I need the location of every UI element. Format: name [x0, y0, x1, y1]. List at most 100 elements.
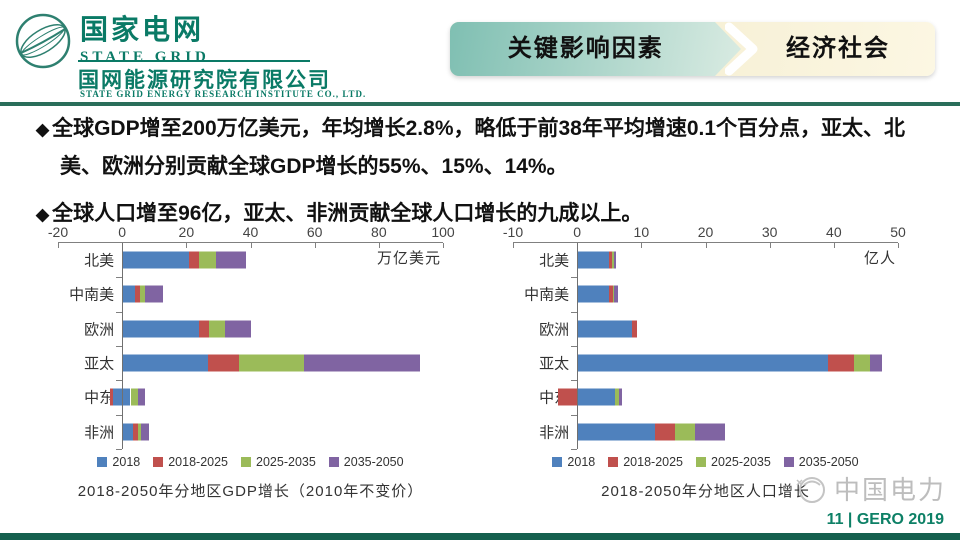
axis-unit-label: 亿人 — [863, 250, 896, 267]
watermark-text: 中国电力 — [833, 475, 946, 505]
bar-segment — [122, 423, 134, 441]
bar-segment — [141, 423, 150, 441]
bar-segment — [557, 388, 578, 406]
legend-item: 2025-2035 — [241, 455, 316, 469]
axis-tick-label: 20 — [178, 224, 195, 240]
category-label: 非洲 — [84, 424, 115, 442]
chevron-right-icon — [725, 22, 758, 76]
banner-left-segment — [450, 22, 741, 76]
axis-tick-mark — [705, 243, 707, 248]
category-tick-mark — [571, 311, 578, 313]
brand-divider — [78, 60, 310, 62]
bar-segment — [615, 388, 619, 406]
axis-tick-label: 100 — [431, 224, 455, 240]
legend-label: 2018 — [112, 455, 141, 469]
category-label: 欧洲 — [539, 321, 570, 339]
legend-label: 2025-2035 — [256, 455, 316, 469]
bar-segment — [577, 285, 609, 303]
bar-segment — [215, 251, 247, 269]
bar-segment — [654, 423, 675, 441]
bullet-text: 全球人口增至96亿，亚太、非洲贡献全球人口增长的九成以上。 — [52, 202, 643, 226]
chart-title: 2018-2050年分地区GDP增长（2010年不变价） — [77, 483, 424, 500]
bar-segment — [188, 251, 199, 269]
bar-segment — [870, 354, 882, 372]
category-tick-mark — [571, 380, 578, 382]
chart-row: 非洲 — [513, 415, 898, 449]
legend-swatch — [608, 457, 619, 467]
bar-segment — [614, 285, 618, 303]
legend-label: 2035-2050 — [798, 455, 859, 469]
state-grid-logo-icon — [14, 12, 72, 75]
category-label: 北美 — [84, 252, 115, 270]
legend-swatch — [328, 457, 339, 467]
legend-label: 2018-2025 — [168, 455, 229, 469]
category-label: 欧洲 — [84, 321, 115, 339]
bullet-item-population: ◆ 全球人口增至96亿，亚太、非洲贡献全球人口增长的九成以上。 — [36, 195, 938, 233]
chart-row: 欧洲 — [58, 312, 443, 346]
legend-label: 2018-2025 — [623, 455, 684, 469]
bar-segment — [828, 354, 854, 372]
bar-segment — [137, 423, 142, 441]
axis-tick-label: -10 — [502, 224, 524, 240]
bar-segment — [613, 285, 615, 303]
bar-segment — [198, 320, 209, 338]
legend-swatch — [241, 457, 252, 467]
bar-segment — [614, 251, 617, 269]
axis-tick-mark — [250, 243, 252, 248]
bar-segment — [122, 354, 209, 372]
category-tick-mark — [116, 449, 123, 450]
legend-item: 2018-2025 — [153, 455, 228, 469]
axis-tick-label: 30 — [761, 224, 778, 240]
axis-tick-mark — [58, 243, 59, 248]
legend-label: 2025-2035 — [711, 455, 771, 469]
axis-tick-label: 60 — [306, 224, 323, 240]
category-tick-mark — [571, 346, 578, 347]
slide-header: 国家电网 STATE GRID 国网能源研究院有限公司 STATE GRID E… — [0, 0, 960, 102]
bullet-text: 全球GDP增至200万亿美元，年均增长2.8%，略低于前38年平均增速0.1个百… — [52, 117, 906, 179]
bar-segment — [618, 388, 623, 406]
chart-row: 亚太 — [58, 346, 443, 380]
category-tick-mark — [571, 414, 578, 416]
axis-tick-mark — [641, 243, 643, 248]
bar-segment — [133, 423, 138, 441]
chart-row: 亚太 — [513, 346, 898, 380]
bar-segment — [208, 354, 239, 372]
legend-label: 2035-2050 — [343, 455, 404, 469]
chart-row: 北美 — [513, 243, 898, 277]
axis-tick-label: 40 — [826, 224, 842, 240]
bar-segment — [112, 388, 131, 406]
axis-tick-label: -20 — [47, 224, 69, 240]
bar-segment — [608, 285, 614, 303]
legend-item: 2018 — [97, 455, 140, 469]
charts-area: -20 0 20 40 60 80 100 北美 中南美 欧洲 亚太 中东 非洲 万亿美元 2018 20… — [0, 222, 960, 501]
axis-tick-label: 80 — [371, 224, 387, 240]
category-tick-mark — [116, 380, 123, 382]
plot-area: 北美 中南美 欧洲 亚太 中东 非洲 万亿美元 — [58, 242, 444, 450]
bar-segment — [577, 354, 829, 372]
header-divider-line — [0, 102, 960, 106]
bar-segment — [109, 388, 113, 406]
bar-segment — [238, 354, 305, 372]
bar-segment — [674, 423, 695, 441]
bar-segment — [137, 388, 145, 406]
chart-row: 中东 — [513, 380, 898, 414]
bar-segment — [140, 285, 145, 303]
legend-swatch — [153, 457, 164, 467]
chart-row: 欧洲 — [513, 312, 898, 346]
diamond-bullet-icon: ◆ — [36, 120, 50, 139]
x-axis-tick-labels: -10 0 10 20 30 40 50 — [503, 222, 906, 242]
category-tick-mark — [571, 277, 578, 279]
bar-segment — [224, 320, 252, 338]
legend-item: 2035-2050 — [783, 455, 859, 469]
section-banner: 关键影响因素 经济社会 — [450, 22, 935, 76]
axis-tick-mark — [443, 243, 444, 248]
axis-tick-label: 0 — [573, 224, 582, 240]
bar-segment — [694, 423, 725, 441]
axis-tick-label: 10 — [633, 224, 650, 240]
bar-segment — [198, 251, 216, 269]
bar-segment — [304, 354, 421, 372]
gdp-growth-chart: -20 0 20 40 60 80 100 北美 中南美 欧洲 亚太 中东 非洲 万亿美元 2018 20… — [48, 222, 455, 501]
chart-title: 2018-2050年分地区人口增长 — [601, 483, 810, 500]
chart-legend: 2018 2018-2025 2025-2035 2035-2050 — [513, 455, 898, 469]
bar-segment — [631, 320, 637, 338]
